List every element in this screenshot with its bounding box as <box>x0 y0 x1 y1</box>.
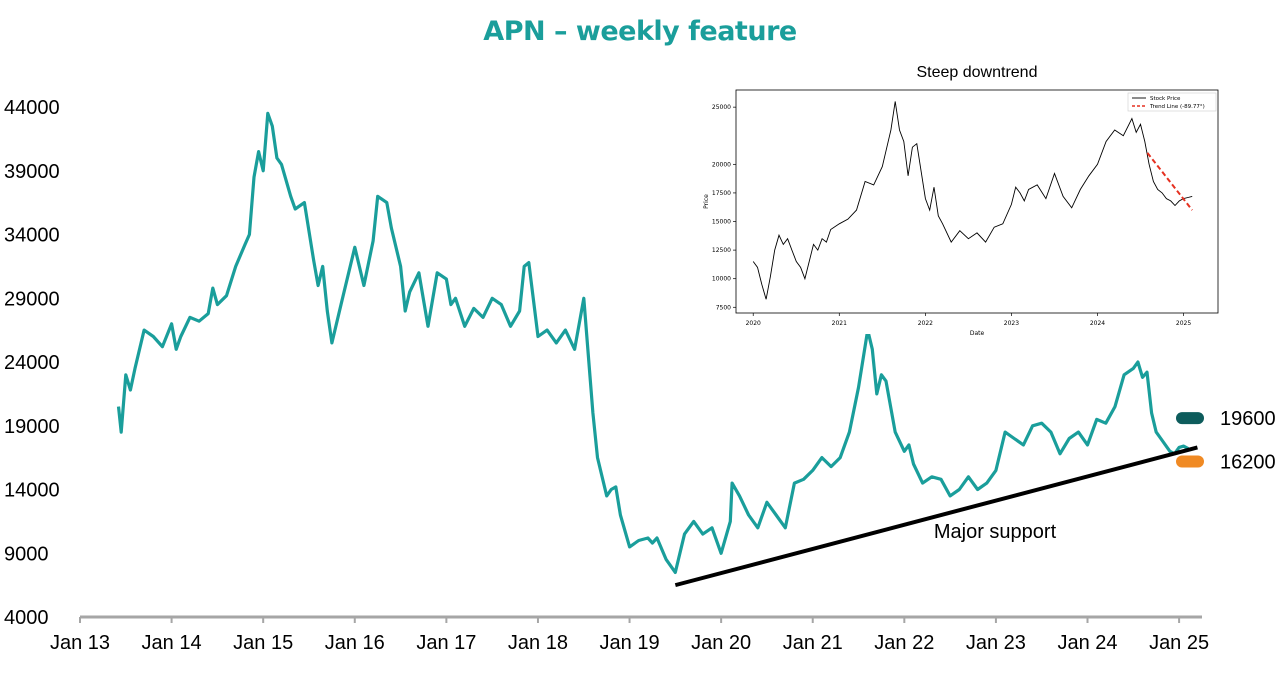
level-label: 16200 <box>1220 451 1276 473</box>
inset-plot-frame <box>735 89 1219 314</box>
inset-frame <box>700 84 1278 334</box>
support-label: Major support <box>934 521 1057 543</box>
inset-y-tick-label: 25000 <box>712 104 731 111</box>
y-axis-ticks: 4000 9000 14000 19000 24000 29000 34000 39000 44… <box>4 97 60 629</box>
x-tick-label: Jan 20 <box>691 632 751 654</box>
inset-x-tick-label: 2025 <box>1176 320 1191 327</box>
x-tick-label: Jan 24 <box>1057 632 1117 654</box>
x-tick-label: Jan 17 <box>416 632 476 654</box>
inset-y-tick-label: 15000 <box>712 219 731 226</box>
annotation-layer: Major support 19600 16200 <box>674 408 1276 588</box>
inset-legend-label: Trend Line (-89.77°) <box>1149 104 1205 110</box>
x-tick-label: Jan 19 <box>600 632 660 654</box>
level-label: 19600 <box>1220 408 1276 430</box>
inset-legend-box <box>1127 92 1217 112</box>
inset-x-tick-label: 2023 <box>1004 320 1019 327</box>
x-axis-ticks: Jan 13 Jan 14 Jan 15 Jan 16 Jan 17 Jan 18 Jan … <box>50 617 1209 654</box>
x-tick-label: Jan 16 <box>325 632 385 654</box>
inset-y-tick-label: 17500 <box>712 190 731 197</box>
x-tick-label: Jan 13 <box>50 632 110 654</box>
inset-price-line <box>752 101 1193 300</box>
inset-x-tick-label: 2024 <box>1090 320 1105 327</box>
y-tick-label: 9000 <box>4 543 49 565</box>
inset-x-tick-label: 2022 <box>918 320 933 327</box>
chart-title: APN – weekly feature <box>483 16 797 47</box>
x-tick-label: Jan 18 <box>508 632 568 654</box>
inset-y-tick-label: 12500 <box>712 247 731 254</box>
inset-y-tick-label: 7500 <box>716 304 731 311</box>
level-marker <box>1176 455 1204 468</box>
x-tick-label: Jan 14 <box>142 632 202 654</box>
y-tick-label: 14000 <box>4 480 60 502</box>
x-tick-label: Jan 25 <box>1149 632 1209 654</box>
y-tick-label: 29000 <box>4 288 60 310</box>
inset-title: Steep downtrend <box>917 64 1038 81</box>
price-series-line <box>116 111 1190 574</box>
inset-content: Steep downtrend 2020 2021 2022 2023 2024 2025 7… <box>703 64 1219 337</box>
x-tick-label: Jan 15 <box>233 632 293 654</box>
inset-x-axis-label: Date <box>970 330 985 337</box>
inset-background <box>700 84 1278 334</box>
y-tick-label: 19000 <box>4 416 60 438</box>
inset-y-tick-label: 20000 <box>712 161 731 168</box>
series-layer <box>116 111 1190 574</box>
inset-x-tick-label: 2020 <box>746 320 761 327</box>
y-tick-label: 34000 <box>4 225 60 247</box>
support-trendline <box>674 445 1198 588</box>
x-tick-label: Jan 23 <box>966 632 1026 654</box>
inset-legend-label: Stock Price <box>1150 96 1181 102</box>
y-tick-label: 44000 <box>4 97 60 119</box>
inset-trend-line <box>1146 152 1193 211</box>
x-tick-label: Jan 21 <box>783 632 843 654</box>
y-tick-label: 39000 <box>4 161 60 183</box>
inset-y-axis-label: Price <box>703 194 710 209</box>
x-tick-label: Jan 22 <box>874 632 934 654</box>
level-marker <box>1176 412 1204 425</box>
inset-x-tick-label: 2021 <box>832 320 847 327</box>
y-tick-label: 4000 <box>4 607 49 629</box>
y-tick-label: 24000 <box>4 352 60 374</box>
inset-y-tick-label: 10000 <box>712 276 731 283</box>
